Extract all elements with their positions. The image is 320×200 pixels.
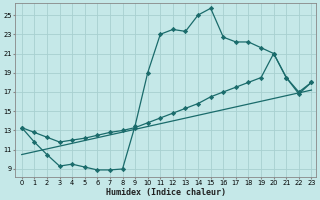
X-axis label: Humidex (Indice chaleur): Humidex (Indice chaleur)	[106, 188, 226, 197]
